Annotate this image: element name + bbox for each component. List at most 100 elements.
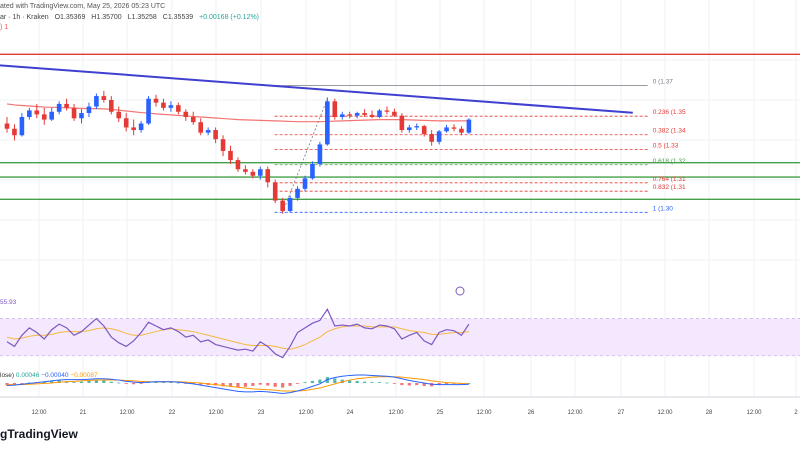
brand-prefix: g [0,427,8,441]
macd-hist-bar-52 [392,383,396,384]
macd-hist-bar-47 [355,380,359,383]
fib-label-0.832: 0.832 (1.31 [653,184,686,191]
x-tick-label-17: 2 [794,410,798,416]
rsi-line [6,308,470,359]
macd-hist-bar-44 [333,378,337,383]
macd-hist-bar-36 [273,383,277,387]
macd-hist-bar-46 [348,380,352,383]
x-tick-label-1: 21 [80,410,87,416]
candle-body-39 [295,188,300,198]
candle-body-20 [153,98,159,103]
macd-hist-bar-18 [139,383,143,384]
candle-body-1 [12,128,17,136]
fib-label-0: 0 (1.37 [653,79,674,86]
candle-body-51 [384,110,390,112]
macd-hist-bar-13 [102,380,106,383]
time-axis: 12:00 21 12:00 22 12:00 23 12:00 24 12:00 25 12:00… [31,410,798,416]
macd-hist-bar-5 [42,381,46,383]
candle-body-44 [332,101,338,117]
macd-hist-bar-50 [377,382,382,383]
macd-legend[interactable]: lose) 0.00046 −0.00040 −0.00087 [0,372,98,379]
indicator-text: ) 1 [0,24,9,31]
candle-body-18 [138,123,144,131]
macd-hist-bar-32 [243,383,247,387]
candle-body-52 [392,111,397,116]
symbol-label[interactable]: ar · 1h · Kraken [0,14,49,21]
fib-label-0.236: 0.236 (1.35 [653,109,686,116]
candle-body-45 [339,114,345,117]
macd-hist-bar-2 [20,383,24,384]
fib-label-1: 1 (1.30 [653,205,674,212]
macd-hist-bar-51 [385,382,389,384]
candle-body-60 [451,127,457,129]
tradingview-logo[interactable]: gTradingView [0,427,78,441]
indicator-legend[interactable]: ) 1 [0,24,8,31]
x-tick-label-11: 26 [528,410,535,416]
x-tick-label-0: 12:00 [31,410,47,416]
candle-body-4 [34,110,40,115]
x-tick-label-2: 12:00 [119,410,135,416]
macd-line-value: −0.00040 [41,372,69,379]
fib-label-0.618: 0.618 (1.32 [653,158,686,165]
macd-hist-bar-10 [79,381,84,383]
fib-label-0.5: 0.5 (1.33 [653,143,679,150]
candle-body-46 [347,114,352,116]
x-tick-label-6: 12:00 [298,410,314,416]
macd-hist-bar-48 [363,381,367,383]
candle-body-11 [86,106,92,114]
candle-body-32 [243,169,248,172]
macd-hist-bar-42 [318,379,322,383]
ohlc-low: L1.35258 [127,14,157,21]
moving-average-line [6,103,469,123]
candle-body-24 [183,111,189,117]
x-tick-label-15: 28 [706,410,713,416]
macd-hist-value: 0.00046 [15,372,40,379]
candle-body-8 [64,103,69,108]
candle-body-50 [377,110,382,117]
x-tick-label-10: 12:00 [476,410,492,416]
symbol-ohlc-line: ar · 1h · Kraken O1.35369 H1.35700 L1.35… [0,14,263,21]
fib-label-0.382: 0.382 (1.34 [653,128,686,135]
candle-body-12 [94,96,99,107]
macd-hist-bar-38 [288,383,292,386]
candle-body-31 [235,160,241,170]
macd-hist-bar-37 [281,383,285,388]
candle-body-33 [250,171,256,176]
published-note: ated with TradingView.com, May 25, 2026 … [0,3,166,10]
x-tick-label-8: 12:00 [388,410,404,416]
candle-body-27 [205,130,211,133]
candle-body-41 [310,164,315,179]
brand-name: TradingView [7,427,78,441]
candle-body-62 [466,119,472,133]
macd-hist-bar-56 [422,383,426,386]
macd-hist-bar-54 [407,383,411,386]
trend-line [0,64,633,114]
fib-diagonal [282,98,328,213]
candle-body-55 [414,126,420,128]
ohlc-change: +0.00168 (+0.12%) [199,14,260,21]
candle-body-7 [56,103,62,112]
candle-body-47 [354,113,360,116]
macd-hist-bar-23 [176,382,180,384]
macd-signal-value: −0.00087 [70,372,98,379]
macd-hist-bar-30 [228,383,233,387]
candle-body-58 [436,131,442,142]
macd-close-label: lose) [0,372,15,379]
macd-hist-bar-39 [295,383,300,384]
macd-hist-bar-34 [258,383,262,385]
candle-body-30 [228,150,233,161]
rsi-ma-line [6,325,469,350]
candle-body-59 [444,127,449,132]
rsi-pane [0,308,800,359]
macd-hist-bar-12 [94,380,98,383]
candle-body-36 [272,182,278,201]
macd-hist-bar-11 [87,380,91,383]
macd-hist-bar-53 [400,383,404,386]
macd-hist-bar-29 [221,383,225,387]
candle-body-0 [4,123,10,129]
candle-body-43 [325,101,330,145]
candle-body-3 [27,110,32,117]
candle-body-5 [41,114,47,120]
candle-body-29 [220,139,226,151]
